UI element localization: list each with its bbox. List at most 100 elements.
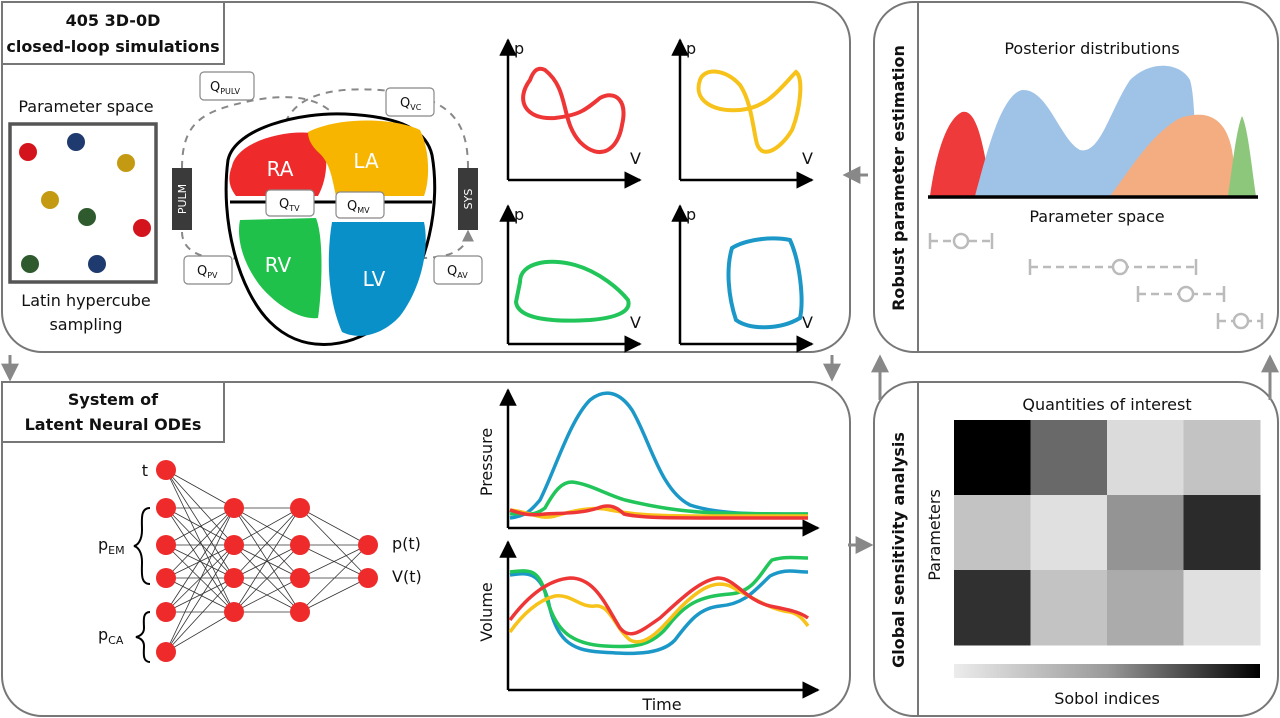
systemic-loop-top	[278, 88, 469, 169]
volume-trace-red	[508, 576, 810, 636]
input-label-p-em: pEM	[98, 535, 125, 557]
network-edge	[165, 577, 235, 613]
sample-dot	[41, 191, 59, 209]
heatmap-cell	[1107, 570, 1184, 646]
network-edge	[165, 611, 235, 653]
network-node	[290, 535, 310, 555]
q-tv-box	[265, 189, 315, 217]
network-edge	[233, 507, 301, 546]
heatmap-cell	[1030, 495, 1108, 571]
network-node	[290, 498, 310, 518]
sampling-caption-line2: sampling	[49, 315, 122, 334]
pressure-trace-green	[509, 480, 809, 516]
simulations-title-line1: 405 3D-0D	[66, 11, 161, 30]
volume-trace-yellow	[508, 582, 810, 644]
q-tv-label: QTV	[279, 197, 300, 213]
network-edge	[299, 544, 369, 613]
network-node	[156, 568, 176, 588]
flow-arrows	[1, 166, 1279, 554]
odes-title-line1: System of	[68, 390, 159, 409]
chamber-label-rv: RV	[265, 253, 292, 277]
chamber-label-ra: RA	[267, 157, 294, 181]
pulmonary-loop-bottom	[181, 231, 241, 260]
q-vc-label: QVC	[400, 96, 422, 112]
heatmap-cell	[1107, 420, 1184, 496]
network-edge	[299, 544, 369, 579]
network-node	[224, 602, 244, 622]
pv-loop-green	[513, 259, 631, 323]
network-node	[224, 568, 244, 588]
heatmap-cell	[1030, 570, 1108, 646]
network-node	[358, 568, 378, 588]
sample-dot	[19, 143, 37, 161]
simulations-title-tab	[1, 1, 225, 65]
network-edge	[233, 577, 301, 613]
sampling-caption-line1: Latin hypercube	[21, 291, 150, 310]
pv-y-label: p	[686, 39, 696, 58]
ci-4-mean	[1232, 312, 1250, 330]
network-node	[358, 535, 378, 555]
sobol-colorbar	[954, 664, 1260, 678]
pv-x-label: V	[630, 313, 641, 332]
input-label-p-ca: pCA	[98, 625, 124, 647]
network-node	[290, 602, 310, 622]
network-edge	[165, 544, 235, 653]
network-edge	[165, 577, 235, 653]
sample-dot	[117, 154, 135, 172]
network-node	[156, 602, 176, 622]
ci-1-mean	[952, 232, 970, 250]
heatmap-cell	[954, 420, 1031, 496]
network-edges	[165, 469, 369, 653]
network-edge	[299, 507, 369, 579]
pulm-label: PULM	[176, 184, 189, 214]
ci-3-mean	[1177, 285, 1195, 303]
network-edge	[165, 469, 235, 509]
systemic-loop-bottom	[419, 229, 474, 259]
volume-trace-green	[509, 555, 809, 649]
volume-axis-label: Volume	[477, 582, 496, 642]
posterior-red	[930, 111, 992, 196]
heatmap-cell	[954, 495, 1031, 571]
network-edge	[165, 507, 235, 653]
sample-dot	[67, 133, 85, 151]
network-edge	[165, 544, 235, 579]
chamber-rv	[238, 218, 322, 319]
sample-dot	[21, 255, 39, 273]
brace-p-em	[133, 507, 151, 585]
q-pulv-label: QPULV	[210, 80, 240, 96]
network-edge	[299, 507, 369, 546]
time-trace-plots: Pressure Volume Time	[477, 388, 820, 714]
pressure-trace-red	[509, 504, 808, 520]
sample-dot	[78, 208, 96, 226]
posterior-densities	[930, 65, 1256, 196]
ci-2-mean	[1111, 258, 1129, 276]
posterior-orange	[1110, 114, 1238, 196]
network-node	[156, 498, 176, 518]
network-edge	[233, 507, 301, 579]
sys-label: SYS	[462, 189, 475, 210]
q-pv-label: QPV	[197, 264, 218, 280]
network-node	[156, 642, 176, 662]
odes-title-line2: Latent Neural ODEs	[25, 415, 202, 434]
colorbar-label: Sobol indices	[1054, 689, 1160, 708]
q-av-label: QAV	[447, 264, 468, 280]
heatmap-cell	[954, 570, 1031, 646]
pv-loop-blue	[726, 236, 804, 330]
heatmap-cell	[1183, 495, 1261, 571]
network-node	[224, 498, 244, 518]
pv-loop-yellow	[696, 69, 803, 154]
q-pv-box	[183, 255, 233, 285]
pressure-trace-blue	[509, 391, 809, 520]
q-mv-label: QMV	[347, 199, 370, 215]
heatmap-title: Quantities of interest	[1022, 395, 1191, 414]
credible-intervals	[928, 232, 1264, 330]
sensitivity-title: Global sensitivity analysis	[889, 432, 908, 668]
chamber-label-lv: LV	[363, 267, 386, 291]
pv-y-label: p	[514, 205, 524, 224]
network-edge	[165, 469, 235, 613]
pressure-axis-label: Pressure	[477, 428, 496, 496]
network-edge	[233, 544, 301, 579]
network-node	[156, 535, 176, 555]
network-edge	[165, 507, 235, 579]
